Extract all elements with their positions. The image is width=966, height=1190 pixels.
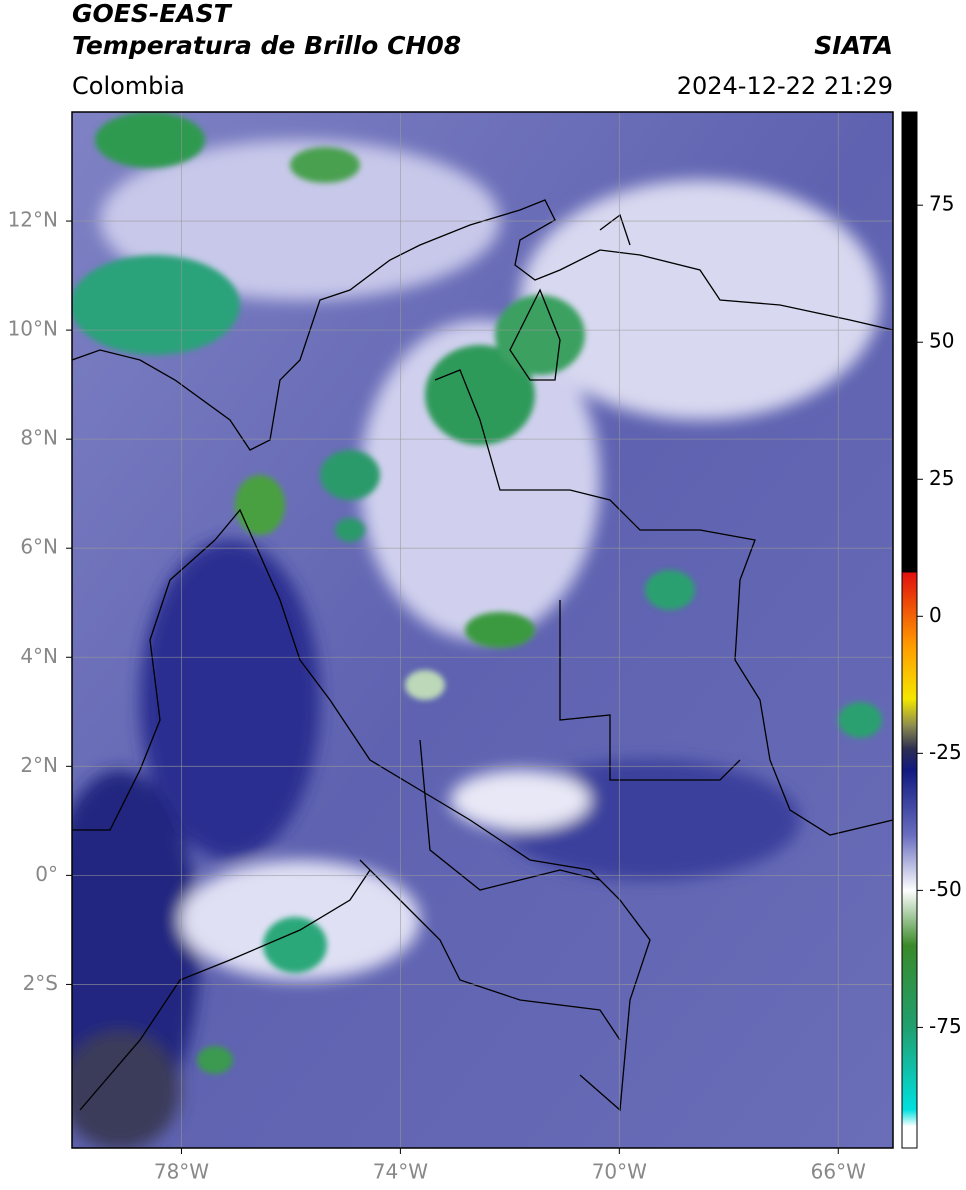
colorbar-segment (902, 1109, 917, 1127)
colorbar-tick-label: -25 (929, 740, 962, 764)
x-tick-label: 66°W (811, 1160, 866, 1184)
colorbar-tick-label: -75 (929, 1014, 962, 1038)
y-tick-label: 8°N (20, 426, 58, 450)
colorbar (902, 112, 917, 1149)
satellite-image (72, 112, 893, 1148)
map-frame (71, 111, 894, 1149)
grid (72, 112, 893, 1148)
subtitle: Temperatura de Brillo CH08 (72, 31, 461, 60)
colorbar-tick-label: 50 (929, 329, 954, 353)
x-tick-label: 70°W (592, 1160, 647, 1184)
y-tick-label: 2°S (23, 971, 58, 995)
x-tick-label: 74°W (373, 1160, 428, 1184)
y-tick-label: 10°N (8, 317, 58, 341)
title: GOES-EAST (72, 0, 233, 28)
cold-cloud-tops (72, 112, 882, 1074)
y-tick-label: 6°N (20, 535, 58, 559)
colorbar-tick-label: 0 (929, 603, 942, 627)
colorbar-segment (902, 112, 917, 573)
colorbar-segment (902, 1027, 917, 1111)
colorbar-segment (902, 835, 917, 891)
colorbar-segment (902, 572, 917, 645)
colorbar-tick-label: 25 (929, 466, 954, 490)
colorbar-segment (902, 747, 917, 771)
region: Colombia (72, 72, 185, 100)
colorbar-tick-label: -50 (929, 877, 962, 901)
colorbar-segment (902, 643, 917, 700)
colorbar-tick-label: 75 (929, 192, 954, 216)
boundaries (72, 199, 893, 1112)
colorbar-segment (902, 945, 917, 1028)
colorbar-frame (901, 111, 918, 1149)
y-tick-label: 2°N (20, 753, 58, 777)
source: SIATA (814, 31, 893, 60)
colorbar-segment (902, 698, 917, 727)
y-tick-label: 0° (35, 862, 58, 886)
x-tick-label: 78°W (154, 1160, 209, 1184)
timestamp: 2024-12-22 21:29 (677, 72, 893, 100)
y-tick-label: 12°N (8, 208, 58, 232)
colorbar-segment (902, 769, 917, 837)
colorbar-segment (902, 725, 917, 749)
y-tick-label: 4°N (20, 644, 58, 668)
colorbar-segment (902, 1126, 917, 1149)
colorbar-segment (902, 890, 917, 946)
